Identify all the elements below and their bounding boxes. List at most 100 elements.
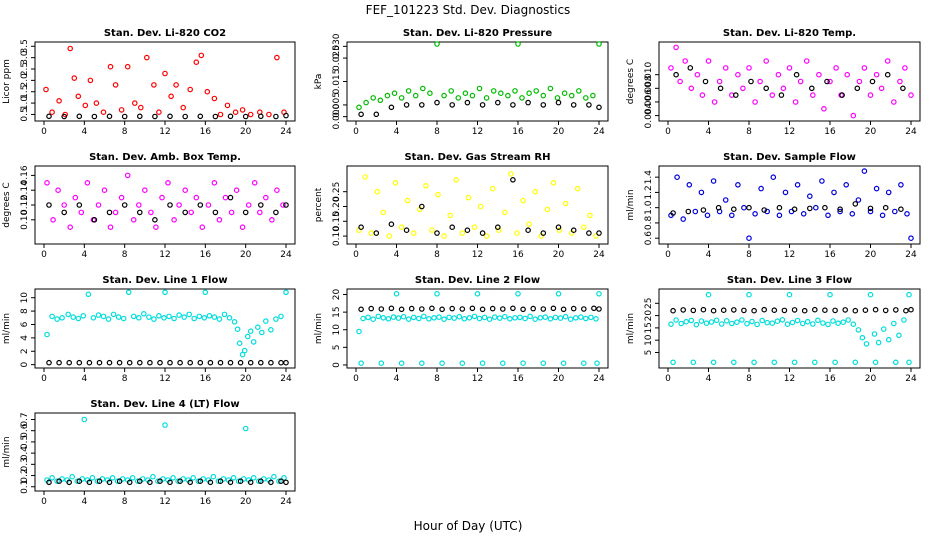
x-tick-label: 24: [280, 374, 292, 384]
data-point: [180, 104, 187, 111]
data-point: [903, 307, 909, 314]
data-point: [176, 312, 182, 318]
data-point: [501, 313, 508, 320]
data-point: [95, 312, 102, 318]
panel-8: Stan. Dev. Line 2 Flow ml/min 0 4 8 12 16 20 24 0…: [314, 275, 609, 384]
data-point: [152, 217, 158, 223]
data-point: [449, 102, 456, 108]
data-point: [54, 478, 60, 485]
data-point: [898, 182, 904, 188]
data-point: [358, 360, 364, 367]
data-point: [867, 92, 874, 98]
data-point: [591, 305, 597, 312]
data-point: [262, 318, 269, 324]
data-point: [216, 217, 223, 223]
data-point: [494, 224, 501, 231]
data-point: [388, 305, 395, 312]
x-tick-label: 16: [200, 374, 212, 384]
data-point: [572, 314, 579, 321]
y-tick-label: 0.8: [644, 216, 654, 231]
data-point: [580, 224, 587, 231]
data-point: [80, 312, 87, 319]
data-point: [110, 311, 117, 318]
data-point: [126, 359, 133, 366]
x-tick-label: 12: [472, 250, 483, 260]
data-point: [496, 315, 503, 321]
y-axis-label: Licor ppm: [2, 59, 12, 104]
data-point: [191, 315, 198, 322]
x-tick-label: 8: [122, 374, 128, 384]
data-point: [49, 474, 55, 481]
data-point: [540, 92, 547, 99]
data-point: [182, 187, 189, 194]
data-point: [112, 209, 119, 216]
data-point: [459, 360, 466, 367]
data-point: [231, 318, 238, 325]
data-point: [449, 224, 456, 231]
data-point: [390, 314, 397, 320]
data-point: [156, 109, 162, 116]
series-1: [44, 289, 289, 358]
data-point: [741, 204, 747, 211]
data-point: [812, 204, 819, 211]
data-point: [66, 359, 73, 366]
data-point: [520, 360, 526, 367]
plot-frame: [658, 288, 921, 369]
data-point: [193, 59, 200, 66]
series-1: [356, 171, 599, 239]
data-point: [360, 315, 366, 322]
data-point: [586, 102, 592, 108]
x-tick-label: 8: [434, 374, 440, 384]
x-tick-label: 12: [159, 497, 170, 507]
data-point: [217, 478, 224, 485]
data-point: [65, 311, 72, 318]
data-point: [590, 92, 596, 99]
data-point: [794, 317, 801, 324]
data-point: [157, 478, 163, 485]
data-point: [109, 474, 116, 481]
data-point: [908, 306, 914, 313]
data-point: [873, 71, 880, 78]
data-point: [162, 422, 168, 428]
data-point: [775, 71, 782, 78]
data-point: [668, 65, 674, 71]
data-point: [280, 202, 286, 208]
data-point: [822, 307, 828, 314]
data-point: [544, 206, 551, 213]
y-tick-label: 0.006: [644, 89, 654, 115]
data-point: [670, 210, 676, 216]
data-point: [722, 197, 729, 203]
data-point: [806, 205, 813, 212]
data-point: [49, 109, 55, 116]
panel-title: Stan. Dev. Li-820 Pressure: [403, 28, 553, 39]
data-point: [900, 85, 906, 92]
data-point: [687, 65, 694, 71]
x-tick-label: 20: [865, 250, 877, 260]
data-point: [105, 316, 112, 322]
x-tick-label: 4: [706, 374, 712, 384]
data-point: [769, 92, 776, 98]
data-point: [168, 93, 174, 100]
data-point: [393, 290, 400, 297]
data-point: [278, 359, 284, 366]
data-point: [890, 320, 897, 327]
data-point: [242, 425, 249, 432]
data-point: [446, 314, 452, 321]
data-point: [403, 227, 410, 234]
data-point: [519, 95, 525, 101]
data-point: [884, 71, 891, 78]
data-point: [455, 95, 462, 101]
data-point: [239, 224, 246, 231]
data-point: [786, 65, 793, 71]
data-point: [273, 209, 279, 216]
data-point: [469, 92, 476, 99]
data-point: [147, 479, 153, 486]
data-point: [91, 113, 98, 120]
data-point: [69, 473, 76, 480]
data-point: [436, 314, 442, 320]
data-point: [72, 194, 79, 201]
data-point: [522, 315, 528, 322]
data-point: [906, 291, 912, 298]
x-tick-label: 16: [824, 374, 836, 384]
x-tick-label: 8: [122, 497, 128, 507]
